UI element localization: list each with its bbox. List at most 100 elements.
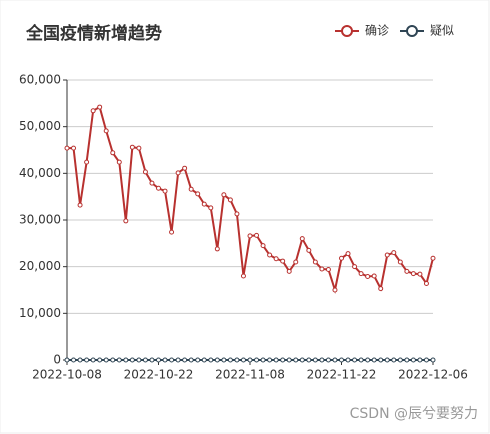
chart-title: 全国疫情新增趋势 <box>25 23 162 44</box>
point <box>188 186 194 192</box>
point <box>371 357 377 363</box>
point <box>430 357 436 363</box>
point <box>280 258 286 264</box>
point <box>234 211 240 217</box>
point <box>293 259 299 265</box>
point <box>352 357 358 363</box>
point <box>195 357 201 363</box>
point <box>273 357 279 363</box>
point <box>345 251 351 257</box>
y-tick-label: 0 <box>53 353 61 367</box>
point <box>97 357 103 363</box>
point <box>136 145 142 151</box>
x-tick-label: 2022-11-08 <box>215 368 285 382</box>
point <box>254 357 260 363</box>
point <box>129 357 135 363</box>
y-tick-label: 50,000 <box>19 119 61 133</box>
point <box>123 218 129 224</box>
x-tick-label: 2022-12-06 <box>398 368 468 382</box>
point <box>352 264 358 270</box>
point <box>188 357 194 363</box>
point <box>64 357 70 363</box>
point <box>149 357 155 363</box>
point <box>417 271 423 277</box>
point <box>90 108 96 114</box>
point <box>319 266 325 272</box>
point <box>332 357 338 363</box>
point <box>156 185 161 191</box>
point <box>182 357 188 363</box>
point <box>430 255 436 261</box>
point <box>169 229 175 235</box>
point <box>169 357 175 363</box>
x-tick-label: 2022-10-08 <box>32 368 102 382</box>
y-tick-label: 60,000 <box>19 73 61 87</box>
point <box>129 144 135 150</box>
point <box>254 232 260 238</box>
point <box>214 246 220 252</box>
point <box>71 145 77 151</box>
y-tick-label: 40,000 <box>19 166 61 180</box>
point <box>260 243 266 249</box>
point <box>378 286 384 292</box>
point <box>260 357 266 363</box>
point <box>365 273 371 279</box>
point <box>116 357 122 363</box>
point <box>280 357 286 363</box>
point <box>293 357 299 363</box>
point <box>142 357 148 363</box>
point <box>391 357 397 363</box>
point <box>110 150 116 156</box>
point <box>116 159 122 165</box>
point <box>404 357 410 363</box>
legend-label: 确诊 <box>365 24 389 38</box>
point <box>247 233 253 239</box>
point <box>312 357 318 363</box>
legend-marker <box>341 25 353 37</box>
point <box>410 357 416 363</box>
x-tick-label: 2022-11-22 <box>307 368 377 382</box>
point <box>221 357 227 363</box>
point <box>371 273 377 279</box>
point <box>325 357 331 363</box>
y-tick-label: 30,000 <box>19 213 61 227</box>
point <box>136 357 142 363</box>
point <box>201 201 207 207</box>
point <box>423 357 429 363</box>
legend-label: 疑似 <box>430 23 454 38</box>
y-tick-label: 20,000 <box>19 259 61 273</box>
point <box>208 357 214 363</box>
y-tick-label: 10,000 <box>19 306 61 320</box>
point <box>123 357 129 363</box>
point <box>227 197 233 203</box>
point <box>299 236 305 242</box>
point <box>423 280 429 286</box>
point <box>195 191 201 197</box>
point <box>358 271 364 277</box>
point <box>397 357 403 363</box>
point <box>397 259 403 265</box>
point <box>182 165 188 171</box>
point <box>404 268 410 274</box>
point <box>162 357 168 363</box>
point <box>378 357 384 363</box>
point <box>175 357 181 363</box>
point <box>339 357 344 363</box>
point <box>90 357 96 363</box>
point <box>149 180 155 186</box>
point <box>110 357 116 363</box>
point <box>325 266 331 272</box>
point <box>214 357 220 363</box>
point <box>142 169 148 175</box>
point <box>247 357 253 363</box>
point <box>267 252 273 258</box>
point <box>227 357 233 363</box>
point <box>97 104 103 110</box>
point <box>64 145 70 151</box>
point <box>319 357 325 363</box>
point <box>234 357 240 363</box>
point <box>384 252 390 258</box>
x-tick-label: 2022-10-22 <box>124 368 194 382</box>
point <box>286 268 292 274</box>
point <box>156 357 161 363</box>
